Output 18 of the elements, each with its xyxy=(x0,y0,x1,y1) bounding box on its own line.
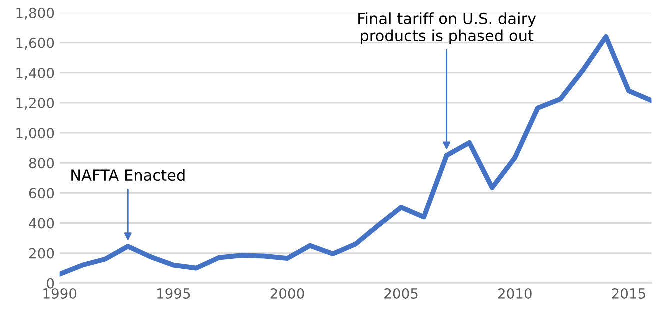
y-tick-label: 1,400 xyxy=(16,68,54,80)
y-tick-label: 800 xyxy=(29,158,54,169)
y-tick-label: 1,000 xyxy=(16,128,54,140)
y-tick-label: 0 xyxy=(47,278,54,289)
x-tick-label: 2000 xyxy=(270,288,304,299)
x-tick-label: 1995 xyxy=(158,288,190,299)
annotation: Final tariff on U.S. dairy products is phased out xyxy=(358,12,536,45)
x-tick-label: 2010 xyxy=(498,288,532,299)
y-tick-label: 1,800 xyxy=(16,8,54,20)
y-tick-label: 600 xyxy=(29,188,54,199)
y-tick-label: 1,200 xyxy=(16,98,54,110)
annotation: NAFTA Enacted xyxy=(72,169,185,182)
y-tick-label: 1,600 xyxy=(16,38,54,50)
x-tick-label: 1990 xyxy=(44,288,77,299)
y-tick-label: 200 xyxy=(29,248,54,259)
x-tick-label: 2005 xyxy=(384,288,418,299)
y-tick-label: 400 xyxy=(29,218,54,229)
x-tick-label: 2015 xyxy=(612,288,646,299)
